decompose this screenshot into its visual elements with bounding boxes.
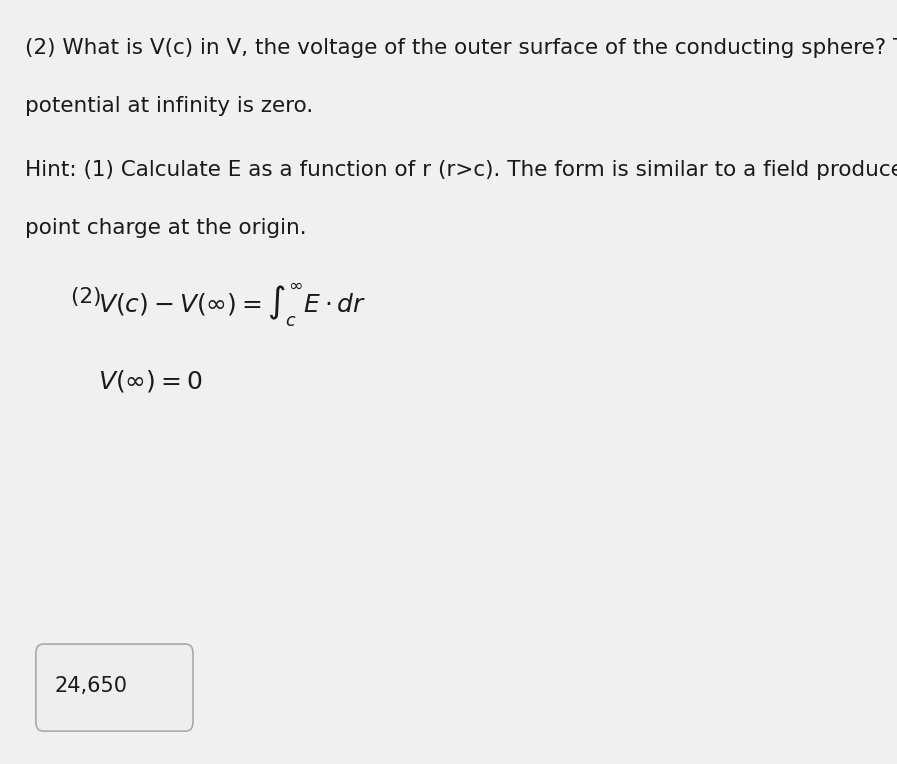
Text: 24,650: 24,650 (55, 676, 127, 696)
Text: (2): (2) (71, 286, 109, 306)
FancyBboxPatch shape (36, 644, 193, 731)
Text: $V\left(c\right) - V\left(\infty\right) = \int_{c}^{\infty} E \cdot dr$: $V\left(c\right) - V\left(\infty\right) … (98, 281, 366, 329)
Text: (2) What is V(c) in V, the voltage of the outer surface of the conducting sphere: (2) What is V(c) in V, the voltage of th… (25, 38, 897, 58)
Text: potential at infinity is zero.: potential at infinity is zero. (25, 96, 313, 115)
Text: point charge at the origin.: point charge at the origin. (25, 218, 307, 238)
Text: Hint: (1) Calculate E as a function of r (r>c). The form is similar to a field p: Hint: (1) Calculate E as a function of r… (25, 160, 897, 180)
Text: $V\left(\infty\right) = 0$: $V\left(\infty\right) = 0$ (98, 368, 202, 394)
